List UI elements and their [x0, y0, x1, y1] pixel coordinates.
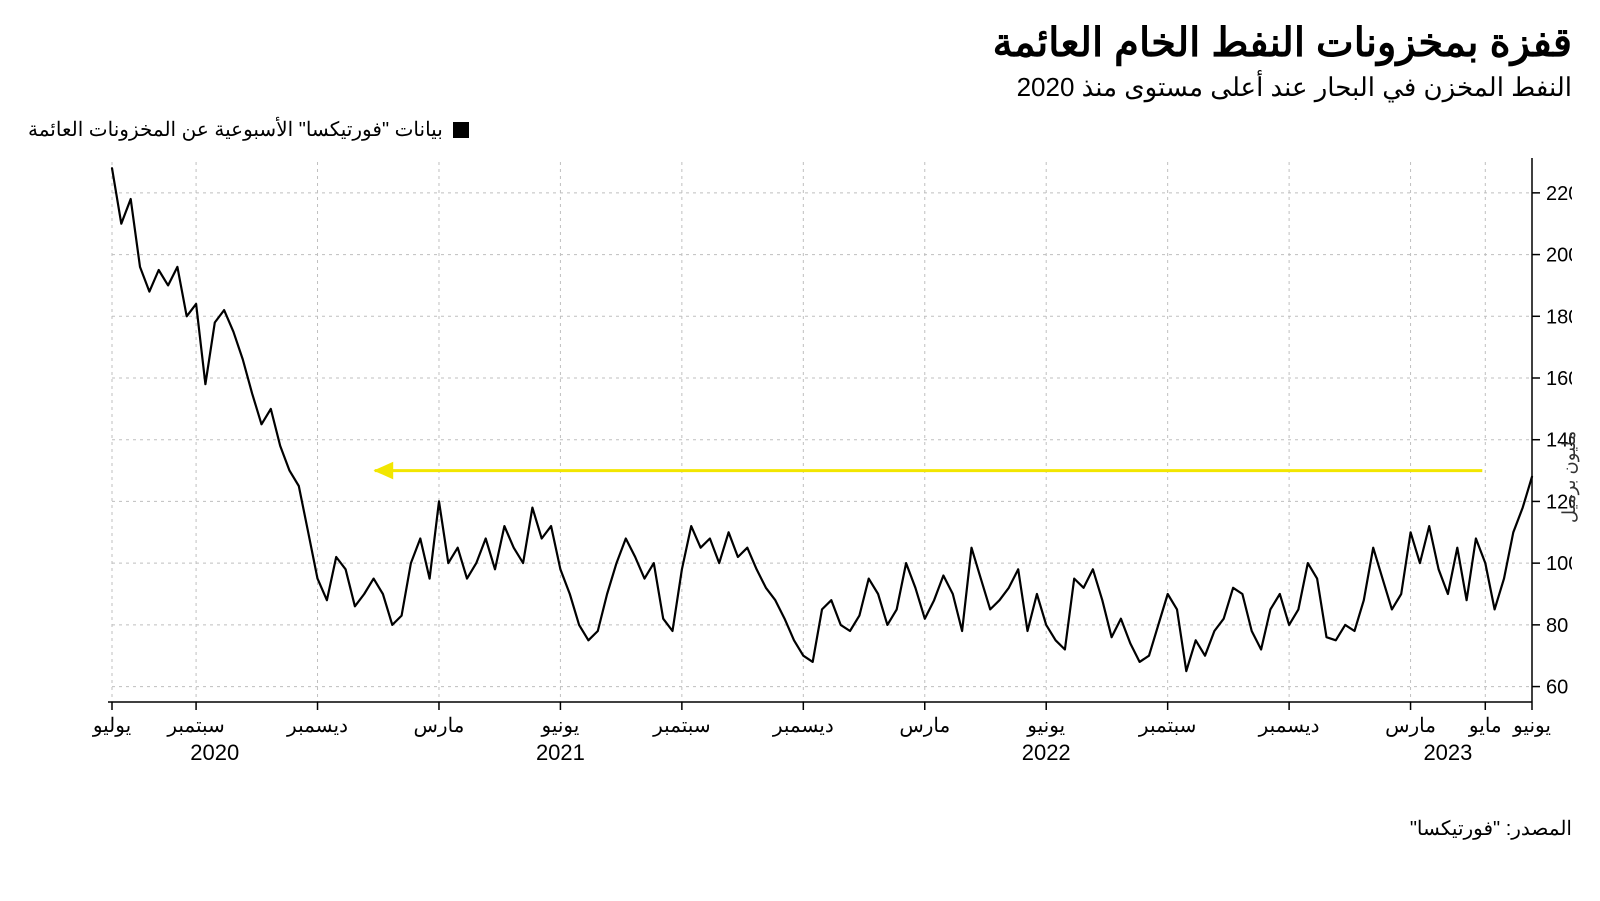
- svg-text:مايو: مايو: [1468, 715, 1502, 737]
- legend-label: بيانات "فورتيكسا" الأسبوعية عن المخزونات…: [28, 117, 443, 142]
- svg-text:سبتمبر: سبتمبر: [166, 715, 224, 737]
- chart-area: 6080100120140160180200220يوليوسبتمبرديسم…: [28, 152, 1572, 802]
- svg-text:2022: 2022: [1022, 740, 1071, 765]
- svg-text:يونيو: يونيو: [1512, 715, 1551, 737]
- svg-text:2020: 2020: [190, 740, 239, 765]
- chart-subtitle: النفط المخزن في البحار عند أعلى مستوى من…: [28, 72, 1572, 103]
- line-chart-svg: 6080100120140160180200220يوليوسبتمبرديسم…: [72, 152, 1572, 802]
- svg-text:60: 60: [1546, 677, 1568, 699]
- legend-square-icon: [453, 122, 469, 138]
- svg-text:يوليو: يوليو: [92, 715, 131, 737]
- svg-text:180: 180: [1546, 306, 1572, 328]
- svg-text:مارس: مارس: [1385, 715, 1436, 737]
- svg-text:يونيو: يونيو: [540, 715, 579, 737]
- chart-title: قفزة بمخزونات النفط الخام العائمة: [28, 20, 1572, 66]
- svg-text:2021: 2021: [536, 740, 585, 765]
- legend: بيانات "فورتيكسا" الأسبوعية عن المخزونات…: [28, 117, 1572, 142]
- svg-text:220: 220: [1546, 183, 1572, 205]
- svg-text:سبتمبر: سبتمبر: [652, 715, 710, 737]
- svg-text:80: 80: [1546, 615, 1568, 637]
- svg-text:160: 160: [1546, 368, 1572, 390]
- svg-text:ديسمبر: ديسمبر: [1258, 715, 1320, 737]
- svg-text:مارس: مارس: [899, 715, 950, 737]
- svg-text:ديسمبر: ديسمبر: [772, 715, 834, 737]
- svg-text:ديسمبر: ديسمبر: [286, 715, 348, 737]
- svg-text:مارس: مارس: [414, 715, 465, 737]
- y-axis-title: مليون برميل: [1558, 431, 1580, 523]
- svg-text:100: 100: [1546, 553, 1572, 575]
- chart-container: قفزة بمخزونات النفط الخام العائمة النفط …: [0, 0, 1600, 901]
- svg-text:2023: 2023: [1423, 740, 1472, 765]
- svg-text:200: 200: [1546, 245, 1572, 267]
- svg-text:سبتمبر: سبتمبر: [1138, 715, 1196, 737]
- svg-text:يونيو: يونيو: [1026, 715, 1065, 737]
- source-label: المصدر: "فورتيكسا": [28, 816, 1572, 841]
